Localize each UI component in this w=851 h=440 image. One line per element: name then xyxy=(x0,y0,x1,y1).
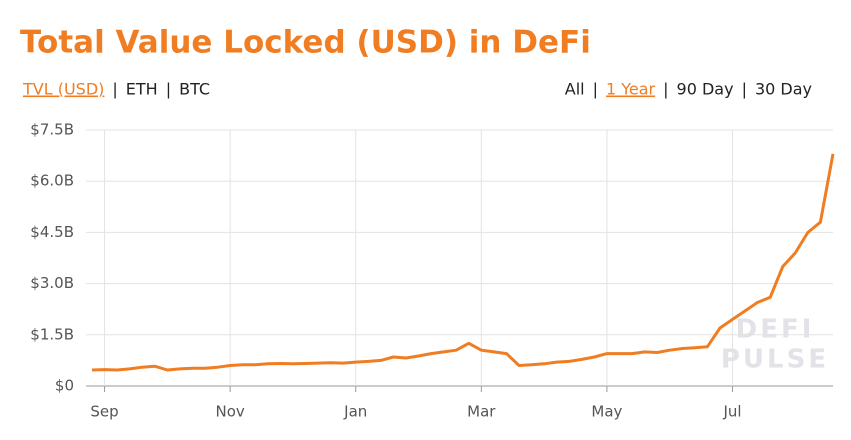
tab[interactable]: TVL (USD) xyxy=(22,80,104,99)
tab[interactable]: All xyxy=(565,80,585,99)
x-tick-label: May xyxy=(591,403,622,421)
range-tabs: All | 1 Year | 90 Day | 30 Day xyxy=(565,80,812,99)
x-tick-label: Jul xyxy=(722,403,741,421)
x-tick-label: Nov xyxy=(216,403,245,421)
y-tick-label: $7.5B xyxy=(30,121,74,139)
y-tick-label: $3.0B xyxy=(30,274,74,292)
y-tick-label: $0 xyxy=(55,377,74,395)
x-tick-label: Sep xyxy=(90,403,118,421)
separator: | xyxy=(593,80,598,99)
separator: | xyxy=(742,80,747,99)
watermark: DEFI xyxy=(736,315,815,345)
x-tick-label: Jan xyxy=(343,403,367,421)
tab[interactable]: 90 Day xyxy=(677,80,734,99)
separator: | xyxy=(663,80,668,99)
y-tick-label: $6.0B xyxy=(30,172,74,190)
tab[interactable]: 1 Year xyxy=(606,80,656,99)
y-tick-label: $1.5B xyxy=(30,325,74,343)
watermark: PULSE xyxy=(721,345,829,375)
unit-tabs: TVL (USD) | ETH | BTC xyxy=(22,80,210,99)
chart-title: Total Value Locked (USD) in DeFi xyxy=(20,25,591,61)
tab[interactable]: 30 Day xyxy=(755,80,812,99)
y-tick-label: $4.5B xyxy=(30,223,74,241)
separator: | xyxy=(112,80,117,99)
x-tick-label: Mar xyxy=(467,403,496,421)
tab[interactable]: ETH xyxy=(126,80,158,99)
tab[interactable]: BTC xyxy=(179,80,210,99)
line xyxy=(91,153,835,372)
separator: | xyxy=(166,80,171,99)
